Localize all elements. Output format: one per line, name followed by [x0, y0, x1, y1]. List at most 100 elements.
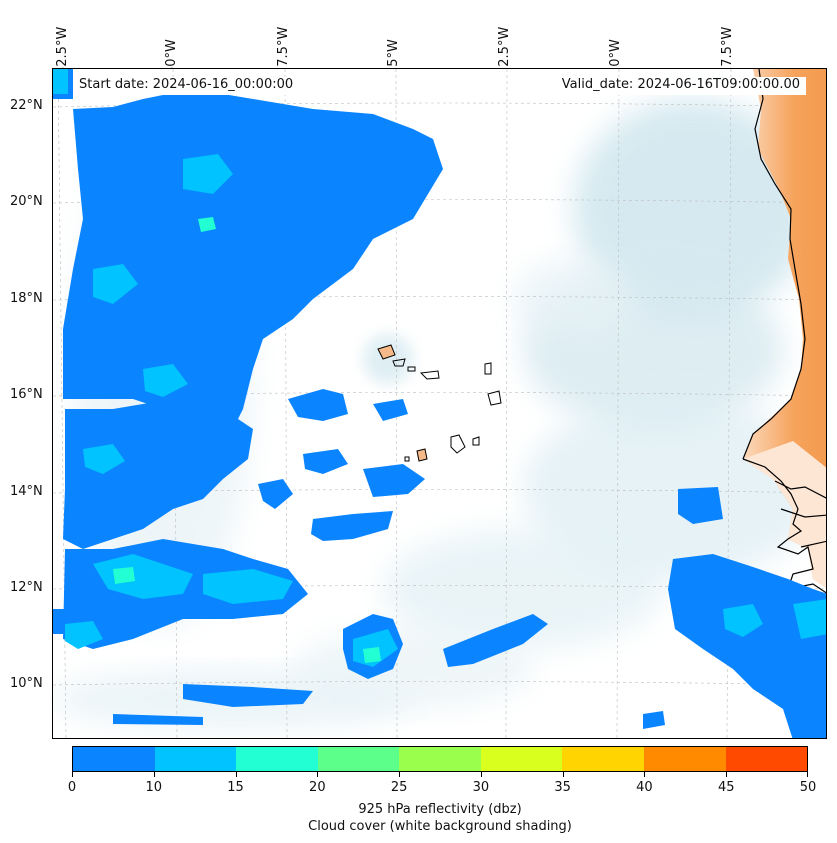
reflectivity-region — [143, 364, 188, 397]
colorbar-tick — [399, 772, 400, 777]
colorbar-tick-label: 45 — [717, 780, 735, 795]
parallel-line — [53, 681, 826, 686]
reflectivity-region — [303, 449, 348, 474]
colorbar-tick-label: 40 — [636, 780, 653, 795]
colorbar-tick-label: 0 — [67, 780, 77, 795]
reflectivity-region — [723, 604, 763, 637]
meridian-line — [284, 69, 288, 738]
meridian-line — [616, 69, 620, 738]
reflectivity-region — [63, 89, 443, 429]
colorbar-swatch — [725, 747, 808, 771]
colorbar-tick-label: 30 — [472, 780, 490, 795]
colorbar-swatch — [317, 747, 400, 771]
reflectivity-region — [198, 217, 216, 232]
colorbar-tick — [236, 772, 237, 777]
island-santo-antao — [377, 344, 396, 360]
reflectivity-region — [183, 154, 233, 194]
colorbar-tick-label: 20 — [309, 780, 326, 795]
cloud-patch — [573, 99, 813, 319]
reflectivity-region — [311, 511, 393, 541]
reflectivity-band-10-15 — [53, 69, 826, 667]
colorbar — [72, 746, 808, 772]
reflectivity-region — [443, 614, 548, 667]
reflectivity-region — [83, 444, 125, 474]
reflectivity-region — [113, 567, 135, 584]
lat-label-20n: 20°N — [10, 194, 43, 209]
map-panel: Start date: 2024-06-16_00:00:00 Valid_da… — [52, 68, 827, 739]
colorbar-swatch — [562, 747, 644, 771]
reflectivity-region — [793, 599, 826, 639]
lat-label-18n: 18°N — [10, 291, 43, 306]
colorbar-swatch — [480, 747, 563, 771]
colorbar-title: 925 hPa reflectivity (dbz) — [358, 802, 522, 817]
reflectivity-region — [288, 389, 348, 421]
lat-label-16n: 16°N — [10, 387, 43, 402]
island-brava — [404, 456, 410, 462]
reflectivity-region — [65, 621, 103, 649]
reflectivity-region — [63, 399, 253, 549]
island-sal — [484, 362, 492, 375]
coastline — [742, 69, 806, 460]
colorbar-tick-label: 15 — [227, 780, 244, 795]
island-santiago — [450, 434, 466, 454]
valid-date-label: Valid_date: 2024-06-16T09:00:00.00 — [555, 77, 806, 95]
cloud-patch — [383, 529, 663, 649]
map-canvas — [53, 69, 826, 738]
colorbar-tick — [72, 772, 73, 777]
colorbar-swatch — [154, 747, 237, 771]
colorbar-tick — [726, 772, 727, 777]
colorbar-swatch — [236, 747, 318, 771]
cloud-patch — [363, 334, 413, 384]
colorbar-tick-label: 50 — [799, 780, 817, 795]
reflectivity-region — [363, 464, 425, 497]
reflectivity-region — [93, 264, 138, 304]
cloud-patch — [513, 259, 633, 339]
lat-label-14n: 14°N — [10, 484, 43, 499]
colorbar-tick — [317, 772, 318, 777]
start-date-label: Start date: 2024-06-16_00:00:00 — [73, 77, 300, 95]
colorbar-swatch — [399, 747, 481, 771]
lat-label-22n: 22°N — [10, 98, 43, 113]
reflectivity-region — [113, 714, 203, 725]
island-santa-luzia — [407, 366, 416, 372]
reflectivity-region — [53, 69, 68, 94]
island-maio — [472, 436, 480, 446]
lat-label-12n: 12°N — [10, 580, 43, 595]
colorbar-subtitle: Cloud cover (white background shading) — [308, 819, 572, 834]
meridian-line — [172, 69, 178, 738]
colorbar-tick-label: 35 — [554, 780, 571, 795]
colorbar-swatch — [643, 747, 726, 771]
reflectivity-region — [183, 684, 313, 707]
reflectivity-region — [373, 399, 408, 421]
border-line — [800, 540, 826, 548]
border-line — [780, 508, 826, 518]
reflectivity-band-0-10 — [53, 69, 826, 738]
meridian-line — [395, 69, 398, 738]
island-boa-vista — [487, 390, 502, 406]
colorbar-tick — [644, 772, 645, 777]
colorbar-tick-label: 25 — [390, 780, 408, 795]
reflectivity-band-15-20 — [113, 217, 381, 663]
reflectivity-region — [668, 554, 826, 738]
island-sao-vicente — [392, 358, 406, 367]
colorbar-tick-label: 10 — [145, 780, 163, 795]
cloud-patch — [523, 399, 823, 579]
reflectivity-region — [643, 711, 665, 729]
colorbar-swatch — [73, 747, 155, 771]
colorbar-tick — [563, 772, 564, 777]
land-fill-light — [743, 441, 826, 588]
colorbar-tick — [154, 772, 155, 777]
reflectivity-region — [203, 569, 293, 604]
colorbar-tick — [807, 772, 808, 777]
lat-label-10n: 10°N — [10, 676, 43, 691]
reflectivity-region — [363, 647, 381, 663]
cape-verde-islands — [377, 344, 502, 462]
island-fogo — [416, 448, 428, 462]
reflectivity-region — [678, 487, 723, 524]
colorbar-tick — [481, 772, 482, 777]
reflectivity-region — [258, 479, 293, 509]
border-line — [774, 480, 826, 499]
island-sao-nicolau — [419, 370, 440, 380]
reflectivity-region — [93, 554, 193, 599]
